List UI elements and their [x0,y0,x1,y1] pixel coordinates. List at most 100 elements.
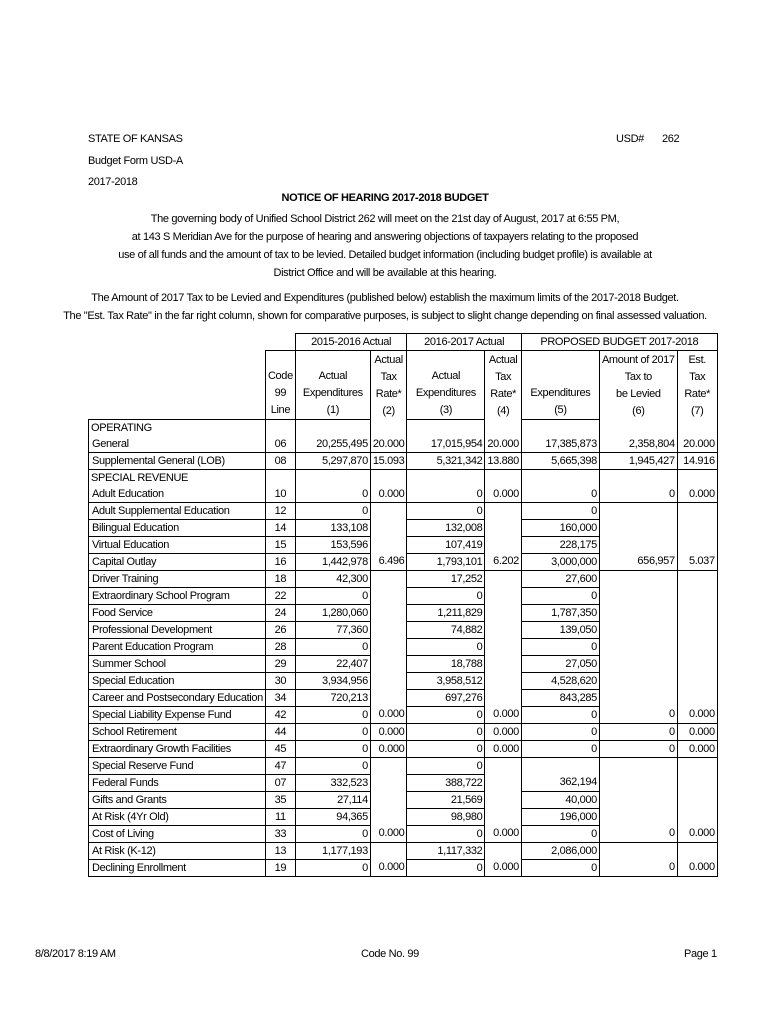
row-code: 11 [264,808,296,826]
value-cell: 0.000 [484,706,522,724]
empty-cell [676,419,718,436]
header-line: Expenditures [415,387,476,399]
section-label: SPECIAL REVENUE [88,469,266,486]
section-label: OPERATING [88,419,266,436]
footer-datetime: 8/8/2017 8:19 AM [35,948,116,960]
value-cell: 107,419 [406,536,486,554]
row-code: 13 [264,842,296,860]
row-label: Gifts and Grants [88,791,266,809]
value-cell [484,536,522,554]
value-cell: 17,385,873 [520,436,600,453]
value-cell: 132,008 [406,519,486,537]
value-cell: 0 [294,825,371,843]
value-cell [369,842,408,860]
usd-number: 262 [662,133,680,145]
row-label: Special Liability Expense Fund [88,706,266,724]
empty-cell [294,469,371,486]
value-cell: 18,788 [406,655,486,673]
value-cell [676,638,718,656]
value-cell [484,638,522,656]
row-code: 30 [264,672,296,690]
column-header: Expenditures (5) [520,350,600,420]
row-label: Adult Supplemental Education [88,502,266,520]
value-cell [369,621,408,639]
value-cell: 1,787,350 [520,604,600,622]
row-label: Professional Development [88,621,266,639]
row-label: School Retirement [88,723,266,741]
form-label: Budget Form USD-A [88,155,183,167]
table-row: School Retirement 44 0 0.000 0 0.000 0 0 0.000 [88,723,718,741]
empty-cell [484,469,522,486]
column-header: Actual Expenditures (3) [406,350,486,420]
header-line: Rate* [684,387,711,400]
value-cell: 0.000 [369,740,408,758]
value-cell [369,570,408,588]
value-cell [598,502,678,520]
value-cell: 0.000 [369,825,408,843]
blank [89,351,266,420]
header-line: Actual [431,370,461,382]
header-line: Code [267,370,293,382]
row-label: Capital Outlay [88,553,266,571]
value-cell: 133,108 [294,519,371,537]
value-cell [484,604,522,622]
value-cell: 0 [294,740,371,758]
value-cell [676,791,718,809]
empty-cell [676,469,718,486]
row-code: 06 [264,436,296,453]
header-line: Line [270,404,291,416]
header-line: (1) [326,404,340,416]
value-cell [369,604,408,622]
table-row: Federal Funds 07 332,523 388,722 362,194 [88,774,718,792]
value-cell [369,655,408,673]
value-cell: 1,280,060 [294,604,371,622]
table-row: At Risk (4Yr Old) 11 94,365 98,980 196,000 [88,808,718,826]
value-cell: 0 [406,638,486,656]
value-cell: 1,442,978 [294,553,371,571]
empty-cell [598,469,678,486]
row-code: 08 [264,452,296,470]
row-label: Federal Funds [88,774,266,792]
value-cell: 0.000 [676,740,718,758]
header-line: (5) [554,404,567,416]
row-label: Cost of Living [88,825,266,843]
value-cell [598,672,678,690]
value-cell: 0.000 [484,486,522,503]
value-cell [484,672,522,690]
row-label: Adult Education [88,486,266,503]
value-cell [598,774,678,792]
value-cell [598,604,678,622]
budget-table: 2015-2016 Actual 2016-2017 Actual PROPOSED… [88,333,718,877]
value-cell: 0 [294,706,371,724]
value-cell: 0 [598,825,678,843]
column-header: Est. Tax Rate* (7) [676,350,718,420]
row-code: 10 [264,486,296,503]
code-header: Code 99 Line [264,350,296,420]
value-cell [676,774,718,792]
value-cell [598,842,678,860]
value-cell [369,689,408,707]
code-cell [264,469,296,486]
footer-code: Code No. 99 [361,948,419,960]
table-row: At Risk (K-12) 13 1,177,193 1,117,332 2,086,… [88,842,718,860]
value-cell: 0 [598,740,678,758]
value-cell: 2,358,804 [598,436,678,453]
value-cell: 3,000,000 [520,553,600,571]
value-cell: 1,945,427 [598,452,678,470]
paragraph-line: The governing body of Unified School Dis… [150,213,620,225]
value-cell: 6.202 [484,553,522,571]
section-row: OPERATING [88,419,718,436]
row-code: 29 [264,655,296,673]
value-cell: 4,528,620 [520,672,600,690]
value-cell: 0.000 [484,859,522,877]
column-header: Actual Tax Rate* (2) [369,350,408,420]
value-cell: 362,194 [520,774,600,792]
value-cell [484,689,522,707]
header-line: (2) [382,404,395,417]
value-cell: 697,276 [406,689,486,707]
value-cell [484,502,522,520]
year-label: 2017-2018 [88,176,138,188]
row-code: 47 [264,757,296,775]
value-cell [484,519,522,537]
value-cell: 0 [294,486,371,503]
